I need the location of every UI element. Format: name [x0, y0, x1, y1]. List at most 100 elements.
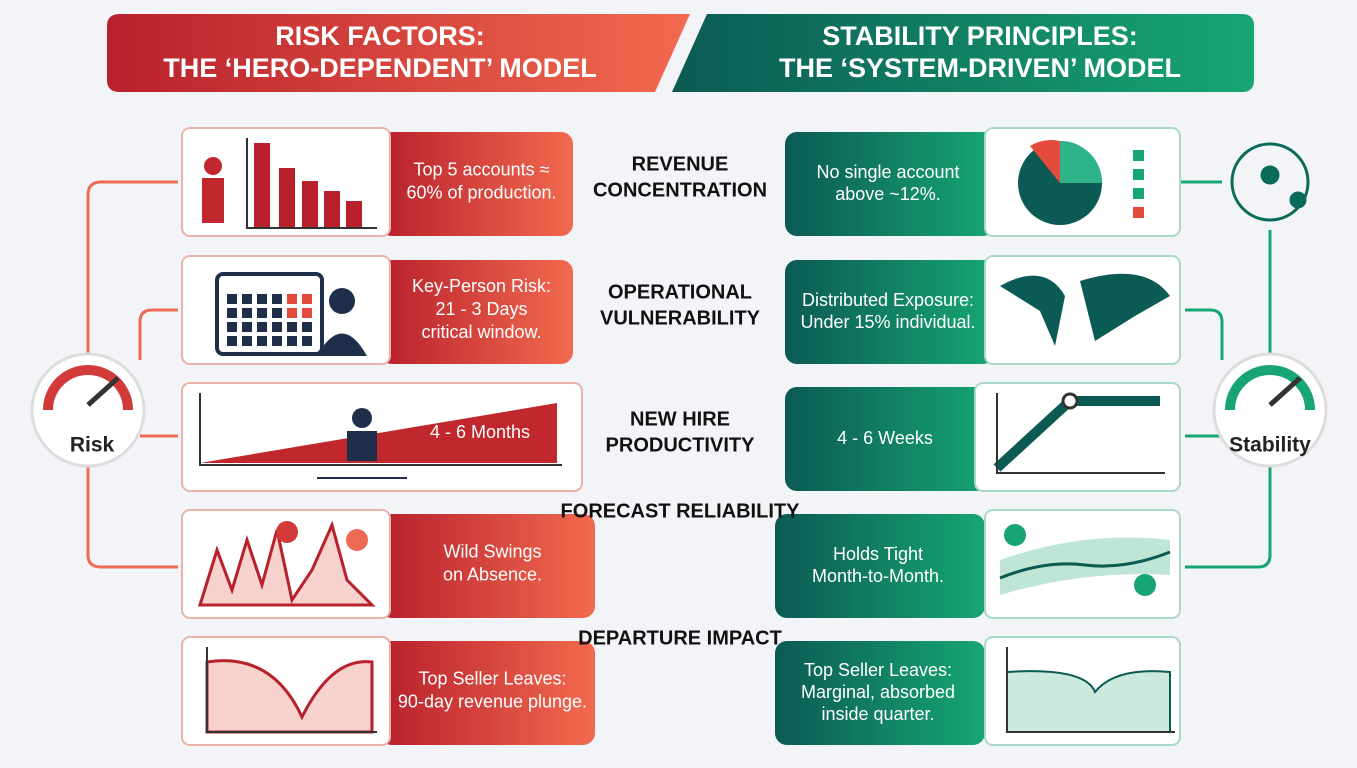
risk-text: Wild Swings [443, 541, 541, 561]
icon [242, 294, 252, 304]
risk-title: THE ‘HERO-DEPENDENT’ MODEL [163, 53, 597, 83]
icon [1060, 141, 1102, 183]
icon [347, 431, 377, 461]
icon [302, 294, 312, 304]
stability-text-card [775, 514, 985, 618]
icon [257, 308, 267, 318]
icon [272, 322, 282, 332]
risk-text-card [380, 132, 573, 236]
icon [1133, 207, 1144, 218]
icon [246, 138, 377, 229]
row-label: VULNERABILITY [600, 307, 761, 329]
risk-text: Key-Person Risk: [412, 276, 551, 296]
icon [317, 333, 367, 356]
row-label: FORECAST RELIABILITY [561, 500, 801, 522]
icon [227, 294, 237, 304]
icon [272, 336, 282, 346]
stability-text: Month-to-Month. [812, 566, 944, 586]
icon [324, 191, 340, 228]
stability-text: Under 15% individual. [800, 312, 975, 332]
stability-text: Holds Tight [833, 544, 923, 564]
risk-text: on Absence. [443, 564, 542, 584]
stability-text: No single account [816, 162, 959, 182]
stability-image-card [974, 382, 1181, 492]
risk-gauge: Risk [30, 352, 146, 468]
icon [200, 403, 557, 463]
row-label: PRODUCTIVITY [606, 434, 756, 456]
risk-text: 4 - 6 Months [430, 422, 530, 442]
stability-text: inside quarter. [821, 704, 934, 724]
stability-title: STABILITY PRINCIPLES: [822, 21, 1138, 51]
icon [302, 336, 312, 346]
icon [257, 336, 267, 346]
stability-text: Distributed Exposure: [802, 290, 974, 310]
stability-text-card [775, 641, 985, 745]
risk-text-card [380, 260, 573, 364]
icon [242, 336, 252, 346]
risk-text: 21 - 3 Days [435, 299, 527, 319]
icon [279, 168, 295, 228]
icon [287, 308, 297, 318]
icon [1061, 392, 1079, 410]
icon [352, 408, 372, 428]
stability-text: above ~12%. [835, 184, 941, 204]
row-label: OPERATIONAL [608, 281, 752, 303]
stability-banner [672, 14, 1254, 92]
stability-text: 4 - 6 Weeks [837, 428, 933, 448]
icon [272, 294, 282, 304]
icon [272, 308, 282, 318]
risk-text: 90-day revenue plunge. [398, 691, 587, 711]
risk-text: Top Seller Leaves: [418, 668, 566, 688]
stability-title: THE ‘SYSTEM-DRIVEN’ MODEL [779, 53, 1181, 83]
risk-text-card [380, 641, 595, 745]
icon [1004, 524, 1026, 546]
icon [329, 288, 355, 314]
stability-text: Marginal, absorbed [801, 682, 955, 702]
icon [287, 336, 297, 346]
icon [302, 322, 312, 332]
icon [257, 294, 267, 304]
icon [1134, 574, 1156, 596]
icon [242, 322, 252, 332]
icon [1006, 647, 1175, 733]
icon [1133, 169, 1144, 180]
row-label: CONCENTRATION [593, 179, 767, 201]
icon [227, 322, 237, 332]
icon [999, 550, 1171, 580]
risk-banner [107, 14, 690, 92]
gauge-label: Risk [70, 434, 115, 457]
stability-text-card [785, 260, 995, 364]
icon [302, 308, 312, 318]
icon [205, 659, 374, 734]
row-label: DEPARTURE IMPACT [578, 627, 782, 649]
stability-image-card [984, 255, 1181, 365]
stability-text-card [785, 132, 995, 236]
gauge-label: Stability [1229, 434, 1311, 457]
icon [1000, 273, 1170, 346]
icon [276, 521, 298, 543]
icon [199, 393, 562, 466]
icon [1006, 670, 1171, 733]
icon [197, 520, 376, 607]
risk-title: RISK FACTORS: [275, 21, 485, 51]
icon [346, 529, 368, 551]
risk-text: 60% of production. [406, 182, 556, 202]
icon [1133, 188, 1144, 199]
icon [1133, 150, 1144, 161]
icon [206, 647, 377, 733]
icon [257, 322, 267, 332]
icon [227, 308, 237, 318]
row-label: REVENUE [632, 153, 729, 175]
icon [227, 336, 237, 346]
stability-gauge: Stability [1212, 352, 1328, 468]
icon [287, 294, 297, 304]
icon [254, 143, 270, 228]
icon [202, 178, 224, 223]
icon [302, 181, 318, 228]
icon [204, 157, 222, 175]
icon [346, 201, 362, 228]
stability-text-card [785, 387, 995, 491]
connectors [86, 180, 1272, 569]
risk-text: Top 5 accounts ≈ [414, 159, 550, 179]
